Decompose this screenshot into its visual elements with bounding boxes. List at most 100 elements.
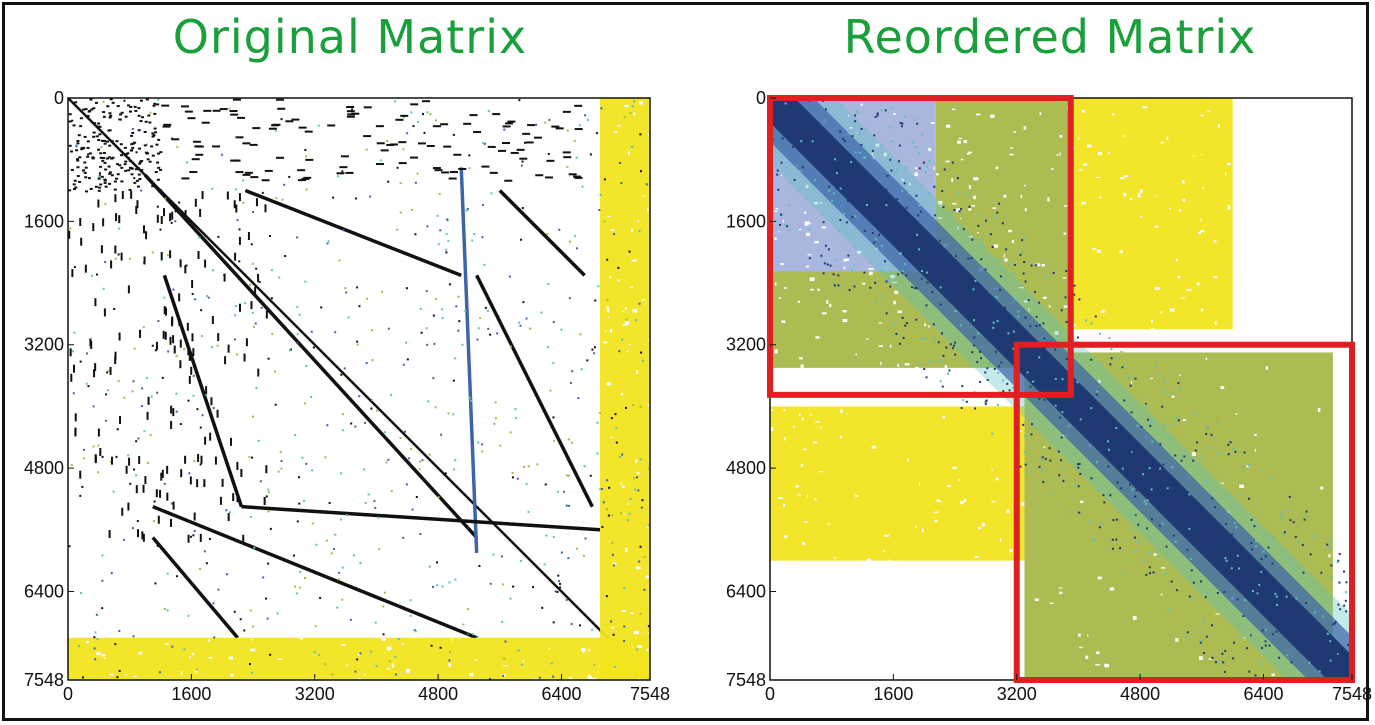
scatter-dot [842,212,845,215]
block-gap [386,668,391,670]
scatter-dot [1336,652,1339,655]
block-gap [1019,287,1024,289]
block-gap [915,525,917,528]
scatter-dot [419,307,422,310]
dash-stripe [172,408,175,417]
scatter-dot [772,115,775,118]
block-gap [636,370,639,374]
scatter-dot [730,160,732,162]
scatter-dot [458,320,461,323]
scatter-dot [915,146,918,149]
scatter-dot [1021,352,1024,355]
block-gap [1087,144,1092,148]
block-gap [842,318,848,323]
scatter-dot [1250,518,1253,521]
dense-corner-dot [151,154,155,157]
dash-stripe [214,456,217,465]
scatter-dot [1188,595,1191,598]
scatter-dot [1280,511,1283,514]
scatter-dot [1090,477,1093,480]
block-gap [628,343,631,346]
scatter-dot [1275,595,1278,598]
scatter-dot [1334,620,1337,623]
scatter-dot [813,185,816,188]
dash-stripe [115,213,118,222]
scatter-dot [1044,457,1047,460]
scatter-dot [228,107,231,110]
scatter-dot [1299,637,1302,640]
scatter-dot [143,430,146,433]
scatter-dot [621,338,624,341]
block-gap [1059,135,1063,138]
scatter-dot [1033,290,1036,293]
scatter-dot [343,367,346,370]
scatter-dot [212,269,215,272]
block-gap [1150,377,1154,379]
dash-stripe [139,329,142,338]
scatter-dot [1116,481,1119,484]
scatter-dot [611,514,614,517]
scatter-dot [1181,523,1184,526]
dash-stripe [189,476,192,485]
scatter-dot [584,537,587,540]
scatter-dot [132,380,135,383]
dense-corner-dot [100,175,104,178]
dash-stripe [137,529,140,538]
scatter-dot [418,460,421,463]
scatter-dot [405,341,408,344]
dense-corner-dot [124,160,128,163]
scatter-dot [1214,506,1217,509]
block-gap [937,217,943,219]
scatter-dot [803,143,806,146]
dash-stripe [249,143,258,146]
scatter-dot [1275,630,1278,633]
scatter-dot [1150,488,1153,491]
scatter-dot [520,663,523,666]
dense-corner-dot [143,130,147,133]
scatter-dot [127,454,130,457]
scatter-dot [472,633,475,636]
block-gap [878,345,884,347]
dash-stripe [232,98,241,101]
scatter-dot [518,321,521,324]
scatter-dot [465,209,468,212]
block-gap [960,158,964,161]
scatter-dot [171,645,174,648]
scatter-dot [243,629,246,632]
block-gap [956,208,961,213]
dense-corner-dot [137,107,141,110]
scatter-dot [1060,436,1063,439]
scatter-dot [503,128,506,131]
dense-corner-dot [140,160,144,163]
scatter-dot [954,303,957,306]
y-tick-label: 0 [54,88,64,108]
scatter-dot [193,460,196,463]
scatter-dot [448,283,451,286]
scatter-dot [553,439,556,442]
scatter-dot [351,108,354,111]
dash-stripe [551,125,560,128]
scatter-dot [638,560,641,563]
scatter-dot [1364,666,1366,668]
block-gap [1004,258,1008,262]
scatter-dot [1355,562,1357,564]
scatter-dot [200,309,203,312]
scatter-dot [154,349,157,352]
block-gap [868,267,874,270]
scatter-dot [254,322,257,325]
scatter-dot [1157,467,1160,470]
scatter-dot [244,302,247,305]
dash-stripe [210,397,213,406]
dense-corner-dot [124,115,128,118]
scatter-dot [1206,425,1209,428]
block-gap [1168,208,1171,210]
dash-stripe [250,301,253,310]
scatter-dot [445,233,448,236]
scatter-dot [570,623,573,626]
scatter-dot [371,359,374,362]
scatter-dot [1178,386,1181,389]
scatter-dot [187,399,190,402]
dense-corner-dot [79,125,83,128]
y-tick-label: 1600 [24,211,64,231]
scatter-dot [1107,465,1110,468]
